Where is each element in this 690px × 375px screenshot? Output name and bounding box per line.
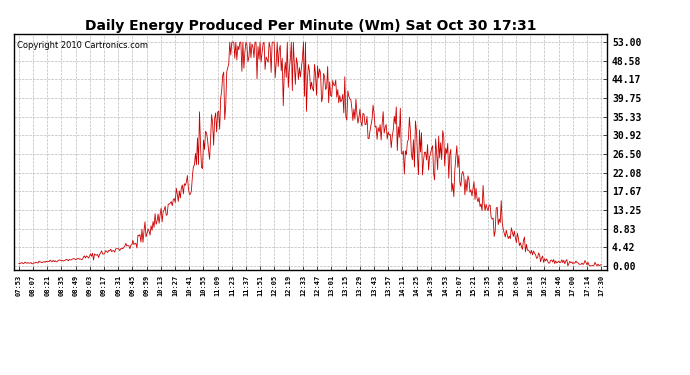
Title: Daily Energy Produced Per Minute (Wm) Sat Oct 30 17:31: Daily Energy Produced Per Minute (Wm) Sa… <box>85 19 536 33</box>
Text: Copyright 2010 Cartronics.com: Copyright 2010 Cartronics.com <box>17 41 148 50</box>
